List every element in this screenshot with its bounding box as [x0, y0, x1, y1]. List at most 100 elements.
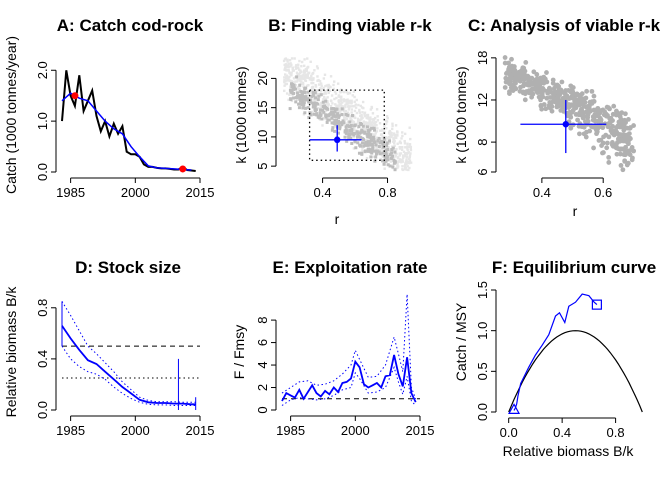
panel-b-light-point — [339, 99, 343, 103]
panel-c-point — [579, 124, 585, 129]
panel-c-point — [629, 157, 635, 163]
panel-b-light-point — [392, 137, 395, 140]
panel-b-dark-point — [366, 128, 370, 132]
panel-b-light-point — [344, 122, 347, 125]
panel-c-point — [550, 80, 556, 86]
panel-b-light-point — [352, 129, 355, 132]
panel-a-x-tick-label: 1985 — [56, 185, 85, 200]
panel-b-light-point — [403, 139, 406, 143]
panel-f-trajectory — [513, 293, 598, 411]
panel-b-light-point — [403, 152, 407, 155]
panel-c-point — [618, 116, 624, 122]
panel-b-light-point — [345, 99, 349, 102]
panel-b-light-point — [327, 83, 330, 87]
panel-b-light-point — [374, 132, 377, 135]
panel-b-light-point — [294, 80, 297, 83]
panel-c-point — [591, 145, 596, 151]
panel-b-dark-point — [365, 125, 369, 129]
panel-b-dark-point — [333, 122, 337, 126]
panel-b-light-point — [356, 122, 359, 126]
panel-b-light-point — [284, 79, 287, 83]
panel-b-light-point — [340, 95, 343, 98]
panel-b-light-point — [351, 105, 355, 108]
panel-b-light-point — [319, 87, 322, 90]
panel-b-light-point — [310, 81, 313, 85]
panel-b-dark-point — [326, 113, 330, 117]
panel-b-light-point — [322, 77, 326, 80]
panel-b-light-point — [344, 105, 347, 109]
panel-b-dark-point — [336, 121, 340, 125]
panel-b-light-point — [396, 156, 400, 160]
panel-b-light-point — [401, 134, 404, 138]
panel-c-point — [561, 108, 567, 114]
panel-b-light-point — [360, 115, 363, 118]
panel-b-light-point — [328, 86, 331, 89]
panel-b-dark-point — [305, 98, 309, 102]
panel-b-dark-point — [355, 130, 359, 134]
panel-b-light-point — [406, 147, 409, 150]
panel-b-light-point — [364, 121, 367, 124]
panel-b-dark-point — [373, 159, 377, 163]
panel-b-light-point — [296, 63, 300, 66]
panel-b-light-point — [323, 116, 326, 120]
panel-b-light-point — [401, 145, 404, 149]
panel-c-point — [575, 117, 580, 123]
panel-b-light-point — [391, 164, 395, 167]
panel-b-dark-point — [348, 133, 352, 137]
panel-b-light-point — [392, 157, 396, 160]
panel-c-point — [504, 70, 510, 75]
panel-b-light-point — [350, 105, 353, 108]
panel-b-light-point — [310, 74, 313, 77]
panel-b-dark-point — [390, 148, 394, 152]
panel-b-light-point — [393, 144, 396, 148]
panel-b-dark-point — [382, 137, 386, 141]
panel-b-light-point — [291, 69, 295, 72]
panel-b-light-point — [384, 119, 388, 123]
panel-b-dark-point — [330, 128, 334, 132]
panel-b-light-point — [396, 142, 399, 145]
panel-b-light-point — [345, 90, 348, 94]
panel-b-dark-point — [325, 120, 329, 124]
panel-c-point — [626, 116, 631, 122]
panel-b-dark-point — [302, 98, 306, 102]
panel-b-dark-point — [288, 88, 292, 92]
panel-b-light-point — [296, 73, 299, 76]
panel-c-point — [619, 110, 625, 116]
panel-b-light-point — [335, 96, 338, 100]
panel-b-light-point — [409, 152, 412, 155]
panel-b-dark-point — [301, 99, 305, 103]
panel-c-point — [601, 134, 606, 140]
panel-c-point — [544, 70, 549, 75]
panel-b-light-point — [408, 126, 411, 129]
panel-c-point — [631, 123, 636, 128]
panel-b-dark-point — [386, 158, 390, 162]
panel-b-light-point — [303, 79, 307, 82]
panel-b-light-point — [361, 111, 364, 114]
panel-b-light-point — [295, 71, 299, 74]
panel-b-light-point — [386, 116, 389, 120]
panel-b-light-point — [384, 142, 387, 145]
panel-b-light-point — [407, 161, 411, 165]
panel-e-ylabel: F / Fmsy — [231, 325, 247, 379]
panel-f-y-tick-label: 1.5 — [475, 281, 490, 299]
panel-b-light-point — [349, 117, 352, 121]
panel-e-title: E: Exploitation rate — [273, 258, 428, 277]
panel-b-light-point — [361, 149, 364, 153]
panel-b-light-point — [375, 108, 379, 111]
panel-b-light-point — [396, 133, 399, 137]
panel-b-light-point — [363, 111, 367, 114]
panel-b-light-point — [290, 71, 293, 74]
panel-b-light-point — [333, 90, 337, 93]
panel-b-light-point — [284, 65, 288, 69]
panel-b-light-point — [318, 118, 322, 121]
panel-b-light-point — [290, 80, 294, 83]
panel-b-light-point — [288, 59, 292, 62]
panel-c-point — [531, 69, 537, 75]
panel-b-dark-point — [372, 128, 376, 132]
panel-e-y-tick-label: 4 — [255, 361, 270, 368]
panel-b-dark-point — [331, 110, 335, 114]
panel-d-median-line — [61, 325, 196, 406]
panel-b-dark-point — [348, 129, 352, 133]
panel-f-y-tick-label: 0.5 — [475, 362, 490, 380]
panel-b-light-point — [345, 117, 349, 121]
